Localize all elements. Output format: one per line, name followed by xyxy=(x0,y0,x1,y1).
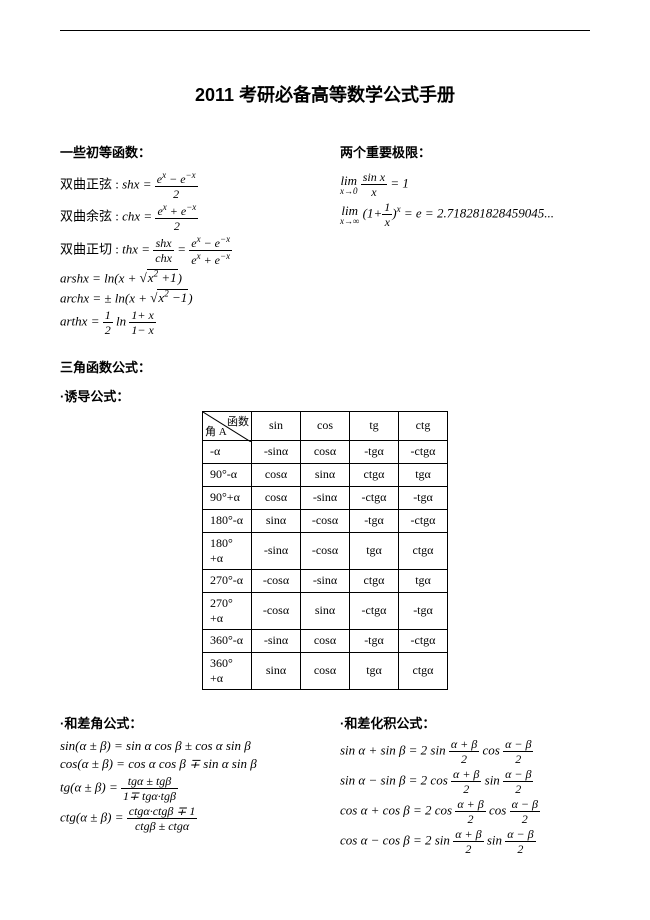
cell: -cosα xyxy=(252,592,301,629)
formula-arth: arthx = 12 ln 1+ x1− x xyxy=(60,309,310,336)
cell: -sinα xyxy=(301,486,350,509)
section-sumdiff: ·和差角公式： xyxy=(60,713,310,732)
sh-num: ex − e−x xyxy=(155,171,198,187)
cell: -ctgα xyxy=(350,486,399,509)
sumdiff-cos: cos(α ± β) = cos α cos β ∓ sin α sin β xyxy=(60,756,310,772)
cell: sinα xyxy=(301,592,350,629)
row-head: -α xyxy=(203,440,252,463)
row-head: 270°-α xyxy=(203,569,252,592)
section-trig: 三角函数公式： xyxy=(60,357,590,376)
section-elementary: 一些初等函数： xyxy=(60,142,310,161)
table-row: 180°-αsinα-cosα-tgα-ctgα xyxy=(203,509,448,532)
formula-lim1: limx→0 sin xx = 1 xyxy=(340,171,590,198)
sumprod-3: cos α + cos β = 2 cos α + β2 cos α − β2 xyxy=(340,798,590,825)
col-head: ctg xyxy=(399,411,448,440)
cell: -ctgα xyxy=(399,440,448,463)
cell: -cosα xyxy=(301,532,350,569)
sumdiff-sin: sin(α ± β) = sin α cos β ± cos α sin β xyxy=(60,738,310,754)
cell: -tgα xyxy=(399,486,448,509)
ch-num: ex + e−x xyxy=(155,203,198,219)
cell: -cosα xyxy=(301,509,350,532)
sumprod-1: sin α + sin β = 2 sin α + β2 cos α − β2 xyxy=(340,738,590,765)
table-row: -α-sinαcosα-tgα-ctgα xyxy=(203,440,448,463)
cell: tgα xyxy=(350,652,399,689)
row-head: 360°+α xyxy=(203,652,252,689)
th-num2: ex − e−x xyxy=(189,235,232,251)
sumdiff-ctg: ctg(α ± β) = ctgα·ctgβ ∓ 1ctgβ ± ctgα xyxy=(60,805,310,832)
cell: tgα xyxy=(399,463,448,486)
cell: -sinα xyxy=(301,569,350,592)
formula-arsh: arshx = ln(x + x2 +1) xyxy=(60,269,310,286)
page-title: 2011 考研必备高等数学公式手册 xyxy=(60,81,590,107)
cell: ctgα xyxy=(350,569,399,592)
table-row: 180°+α-sinα-cosαtgαctgα xyxy=(203,532,448,569)
section-limits: 两个重要极限： xyxy=(340,142,590,161)
row-head: 90°-α xyxy=(203,463,252,486)
cell: cosα xyxy=(301,652,350,689)
table-corner: 函数 角 A xyxy=(203,411,252,440)
cell: -tgα xyxy=(350,509,399,532)
table-row: 90°+αcosα-sinα-ctgα-tgα xyxy=(203,486,448,509)
cell: ctgα xyxy=(350,463,399,486)
cell: cosα xyxy=(301,440,350,463)
cell: -cosα xyxy=(252,569,301,592)
cell: sinα xyxy=(252,509,301,532)
cell: tgα xyxy=(350,532,399,569)
cell: -sinα xyxy=(252,629,301,652)
cell: ctgα xyxy=(399,532,448,569)
formula-lim2: limx→∞ (1+1x)x = e = 2.718281828459045..… xyxy=(340,201,590,228)
cell: cosα xyxy=(252,463,301,486)
cell: -ctgα xyxy=(399,509,448,532)
cell: tgα xyxy=(399,569,448,592)
table-row: 270°+α-cosαsinα-ctgα-tgα xyxy=(203,592,448,629)
cell: cosα xyxy=(252,486,301,509)
cell: -tgα xyxy=(350,629,399,652)
section-sumprod: ·和差化积公式： xyxy=(340,713,590,732)
cell: ctgα xyxy=(399,652,448,689)
cell: sinα xyxy=(301,463,350,486)
sumdiff-tg: tg(α ± β) = tgα ± tgβ1∓ tgα·tgβ xyxy=(60,775,310,802)
cell: -tgα xyxy=(399,592,448,629)
induce-table: 函数 角 A sin cos tg ctg -α-sinαcosα-tgα-ct… xyxy=(202,411,448,690)
table-row: 360°-α-sinαcosα-tgα-ctgα xyxy=(203,629,448,652)
table-row: 90°-αcosαsinαctgαtgα xyxy=(203,463,448,486)
formula-sh: 双曲正弦 : shx = ex − e−x2 xyxy=(60,171,310,200)
row-head: 180°-α xyxy=(203,509,252,532)
row-head: 180°+α xyxy=(203,532,252,569)
formula-arch: archx = ± ln(x + x2 −1) xyxy=(60,289,310,306)
cell: -ctgα xyxy=(399,629,448,652)
cell: -sinα xyxy=(252,440,301,463)
section-induce: ·诱导公式： xyxy=(60,386,590,405)
top-rule xyxy=(60,30,590,31)
row-head: 360°-α xyxy=(203,629,252,652)
sumprod-2: sin α − sin β = 2 cos α + β2 sin α − β2 xyxy=(340,768,590,795)
col-head: sin xyxy=(252,411,301,440)
col-head: tg xyxy=(350,411,399,440)
table-row: 270°-α-cosα-sinαctgαtgα xyxy=(203,569,448,592)
row-head: 90°+α xyxy=(203,486,252,509)
col-head: cos xyxy=(301,411,350,440)
sumprod-4: cos α − cos β = 2 sin α + β2 sin α − β2 xyxy=(340,828,590,855)
cell: cosα xyxy=(301,629,350,652)
cell: -tgα xyxy=(350,440,399,463)
th-den2: ex + e−x xyxy=(189,251,232,266)
cell: sinα xyxy=(252,652,301,689)
table-row: 360°+αsinαcosαtgαctgα xyxy=(203,652,448,689)
formula-ch: 双曲余弦 : chx = ex + e−x2 xyxy=(60,203,310,232)
cell: -sinα xyxy=(252,532,301,569)
formula-th: 双曲正切 : thx = shxchx = ex − e−xex + e−x xyxy=(60,235,310,266)
cell: -ctgα xyxy=(350,592,399,629)
row-head: 270°+α xyxy=(203,592,252,629)
